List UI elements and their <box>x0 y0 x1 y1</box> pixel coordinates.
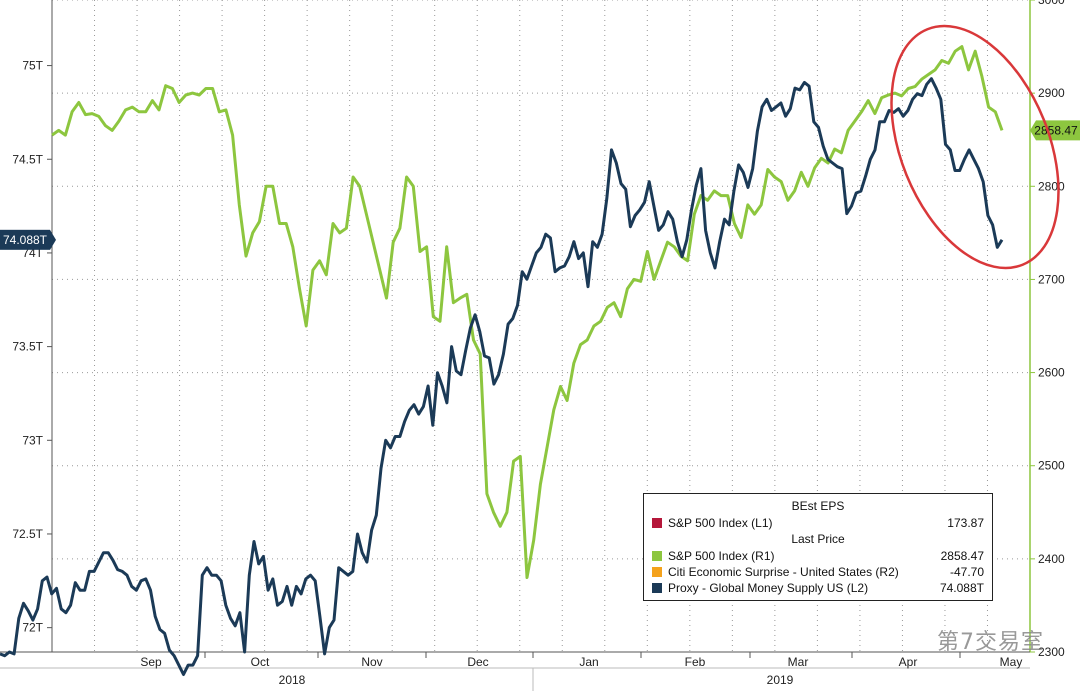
month-label: Oct <box>251 655 270 669</box>
left-last-tag-arrow <box>50 229 56 250</box>
legend-label: Citi Economic Surprise - United States (… <box>668 565 899 579</box>
annotation-layer <box>890 24 1060 270</box>
right-last-tag-label: 2858.47 <box>1034 123 1078 137</box>
legend-header-eps: BEst EPS <box>791 499 845 513</box>
series-lines <box>0 45 1004 676</box>
month-label: Mar <box>788 655 809 669</box>
month-label: Sep <box>140 655 162 669</box>
legend-swatch <box>652 567 662 577</box>
month-label: Jan <box>579 655 598 669</box>
legend-label: Proxy - Global Money Supply US (L2) <box>668 581 869 595</box>
left-tick-label: 72T <box>22 621 43 635</box>
series-line-sp500 <box>51 45 1004 579</box>
left-tick-label: 74.5T <box>12 152 43 166</box>
month-label: Feb <box>685 655 706 669</box>
left-tick-label: 72.5T <box>12 527 43 541</box>
right-tick-label: 2300 <box>1038 645 1065 659</box>
legend-value: 173.87 <box>947 516 984 530</box>
left-tick-label: 73T <box>22 433 43 447</box>
legend-value: -47.70 <box>949 565 984 579</box>
legend-label: S&P 500 Index (R1) <box>668 549 775 563</box>
month-label: May <box>1000 655 1023 669</box>
watermark: 第7交易室 <box>937 630 1044 655</box>
month-label: Dec <box>467 655 488 669</box>
left-tick-label: 73.5T <box>12 340 43 354</box>
legend-value: 2858.47 <box>940 549 984 563</box>
right-tick-label: 2400 <box>1038 552 1065 566</box>
right-tick-label: 3000 <box>1038 0 1065 7</box>
right-tick-label: 2700 <box>1038 272 1065 286</box>
left-last-tag-box <box>0 229 50 250</box>
year-label: 2018 <box>279 673 306 687</box>
legend-row-money: Proxy - Global Money Supply US (L2) 74.0… <box>652 580 984 596</box>
right-tick-label: 2500 <box>1038 459 1065 473</box>
legend-row-sp-eps: S&P 500 Index (L1) 173.87 <box>652 515 984 531</box>
right-tick-label: 2900 <box>1038 86 1065 100</box>
legend-row-citi: Citi Economic Surprise - United States (… <box>652 564 984 580</box>
legend-swatch <box>652 518 662 528</box>
left-tick-label: 75T <box>22 59 43 73</box>
legend: BEst EPS S&P 500 Index (L1) 173.87 Last … <box>643 493 993 601</box>
series-line-money-supply <box>0 77 1004 676</box>
right-last-tag-box <box>1030 120 1080 141</box>
legend-label: S&P 500 Index (L1) <box>668 516 773 530</box>
right-tick-label: 2800 <box>1038 179 1065 193</box>
legend-value: 74.088T <box>939 581 984 595</box>
right-tick-label: 2600 <box>1038 366 1065 380</box>
month-label: Nov <box>361 655 382 669</box>
highlight-ellipse <box>890 24 1060 270</box>
legend-swatch <box>652 551 662 561</box>
legend-swatch <box>652 583 662 593</box>
legend-row-sp: S&P 500 Index (R1) 2858.47 <box>652 548 984 564</box>
month-label: Apr <box>899 655 918 669</box>
legend-header-last: Last Price <box>791 532 845 546</box>
year-label: 2019 <box>767 673 794 687</box>
left-last-tag-label: 74.088T <box>3 233 48 247</box>
